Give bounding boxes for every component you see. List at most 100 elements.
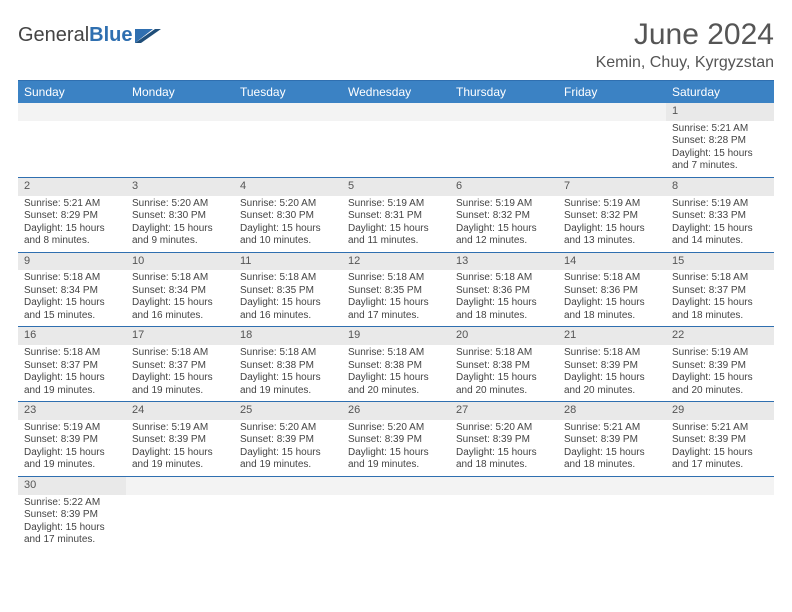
day-number-cell: 27 — [450, 402, 558, 420]
daylight-line-2: and 17 minutes. — [24, 534, 120, 547]
daylight-line-1: Daylight: 15 hours — [132, 223, 228, 236]
daylight-line-1: Daylight: 15 hours — [24, 297, 120, 310]
sunset-line: Sunset: 8:39 PM — [24, 434, 120, 447]
brand-flag-icon — [135, 27, 161, 45]
day-detail-cell: Sunrise: 5:20 AMSunset: 8:30 PMDaylight:… — [126, 196, 234, 253]
day-number-cell: 29 — [666, 402, 774, 420]
sunset-line: Sunset: 8:36 PM — [456, 285, 552, 298]
daylight-line-2: and 19 minutes. — [24, 459, 120, 472]
day-number-cell: 1 — [666, 103, 774, 121]
daylight-line-2: and 19 minutes. — [132, 459, 228, 472]
daylight-line-1: Daylight: 15 hours — [348, 297, 444, 310]
daylight-line-1: Daylight: 15 hours — [24, 372, 120, 385]
daylight-line-2: and 20 minutes. — [672, 385, 768, 398]
sunrise-line: Sunrise: 5:18 AM — [564, 347, 660, 360]
daylight-line-1: Daylight: 15 hours — [564, 297, 660, 310]
daylight-line-1: Daylight: 15 hours — [24, 223, 120, 236]
location-text: Kemin, Chuy, Kyrgyzstan — [596, 54, 774, 72]
sunset-line: Sunset: 8:31 PM — [348, 210, 444, 223]
daylight-line-1: Daylight: 15 hours — [456, 223, 552, 236]
day-number-cell: 15 — [666, 252, 774, 270]
day-detail-cell: Sunrise: 5:21 AMSunset: 8:29 PMDaylight:… — [18, 196, 126, 253]
sunrise-line: Sunrise: 5:19 AM — [132, 422, 228, 435]
day-number-cell: 25 — [234, 402, 342, 420]
sunrise-line: Sunrise: 5:20 AM — [348, 422, 444, 435]
sunrise-line: Sunrise: 5:19 AM — [456, 198, 552, 211]
day-number-cell: 8 — [666, 177, 774, 195]
day-detail-cell: Sunrise: 5:19 AMSunset: 8:39 PMDaylight:… — [126, 420, 234, 477]
detail-row: Sunrise: 5:19 AMSunset: 8:39 PMDaylight:… — [18, 420, 774, 477]
day-number-cell: 19 — [342, 327, 450, 345]
sunrise-line: Sunrise: 5:18 AM — [132, 272, 228, 285]
daylight-line-1: Daylight: 15 hours — [240, 447, 336, 460]
daylight-line-2: and 14 minutes. — [672, 235, 768, 248]
sunset-line: Sunset: 8:37 PM — [132, 360, 228, 373]
sunrise-line: Sunrise: 5:18 AM — [456, 272, 552, 285]
daylight-line-1: Daylight: 15 hours — [564, 223, 660, 236]
sunrise-line: Sunrise: 5:21 AM — [672, 123, 768, 136]
daylight-line-1: Daylight: 15 hours — [672, 447, 768, 460]
sunrise-line: Sunrise: 5:21 AM — [24, 198, 120, 211]
day-detail-cell — [234, 495, 342, 551]
day-number-cell: 13 — [450, 252, 558, 270]
day-number-cell: 26 — [342, 402, 450, 420]
day-detail-cell — [234, 121, 342, 178]
daylight-line-2: and 17 minutes. — [672, 459, 768, 472]
daylight-line-1: Daylight: 15 hours — [240, 223, 336, 236]
day-detail-cell: Sunrise: 5:20 AMSunset: 8:39 PMDaylight:… — [342, 420, 450, 477]
sunset-line: Sunset: 8:35 PM — [240, 285, 336, 298]
sunrise-line: Sunrise: 5:19 AM — [24, 422, 120, 435]
day-number-cell — [666, 476, 774, 494]
day-detail-cell: Sunrise: 5:18 AMSunset: 8:39 PMDaylight:… — [558, 345, 666, 402]
day-number-cell: 17 — [126, 327, 234, 345]
day-detail-cell: Sunrise: 5:19 AMSunset: 8:39 PMDaylight:… — [18, 420, 126, 477]
day-number-cell — [558, 476, 666, 494]
day-number-cell: 2 — [18, 177, 126, 195]
sunrise-line: Sunrise: 5:18 AM — [564, 272, 660, 285]
daylight-line-2: and 18 minutes. — [564, 310, 660, 323]
day-detail-cell: Sunrise: 5:18 AMSunset: 8:36 PMDaylight:… — [450, 270, 558, 327]
daylight-line-1: Daylight: 15 hours — [132, 297, 228, 310]
sunrise-line: Sunrise: 5:20 AM — [240, 422, 336, 435]
col-tuesday: Tuesday — [234, 81, 342, 103]
sunset-line: Sunset: 8:33 PM — [672, 210, 768, 223]
day-detail-cell — [342, 495, 450, 551]
daylight-line-2: and 17 minutes. — [348, 310, 444, 323]
sunset-line: Sunset: 8:34 PM — [24, 285, 120, 298]
col-wednesday: Wednesday — [342, 81, 450, 103]
sunrise-line: Sunrise: 5:18 AM — [456, 347, 552, 360]
sunrise-line: Sunrise: 5:18 AM — [24, 272, 120, 285]
daynum-row: 16171819202122 — [18, 327, 774, 345]
sunset-line: Sunset: 8:39 PM — [672, 360, 768, 373]
sunset-line: Sunset: 8:38 PM — [456, 360, 552, 373]
daylight-line-1: Daylight: 15 hours — [456, 297, 552, 310]
col-monday: Monday — [126, 81, 234, 103]
day-detail-cell: Sunrise: 5:21 AMSunset: 8:39 PMDaylight:… — [666, 420, 774, 477]
day-detail-cell: Sunrise: 5:19 AMSunset: 8:32 PMDaylight:… — [450, 196, 558, 253]
day-detail-cell: Sunrise: 5:19 AMSunset: 8:39 PMDaylight:… — [666, 345, 774, 402]
sunrise-line: Sunrise: 5:18 AM — [240, 347, 336, 360]
calendar-wrap: Sunday Monday Tuesday Wednesday Thursday… — [18, 80, 774, 551]
daynum-row: 2345678 — [18, 177, 774, 195]
day-detail-cell — [450, 495, 558, 551]
daylight-line-2: and 19 minutes. — [132, 385, 228, 398]
day-number-cell: 16 — [18, 327, 126, 345]
sunset-line: Sunset: 8:30 PM — [240, 210, 336, 223]
day-number-cell: 20 — [450, 327, 558, 345]
sunset-line: Sunset: 8:39 PM — [132, 434, 228, 447]
weekday-header-row: Sunday Monday Tuesday Wednesday Thursday… — [18, 81, 774, 103]
sunrise-line: Sunrise: 5:18 AM — [348, 347, 444, 360]
sunset-line: Sunset: 8:32 PM — [564, 210, 660, 223]
daylight-line-1: Daylight: 15 hours — [672, 148, 768, 161]
sunset-line: Sunset: 8:37 PM — [672, 285, 768, 298]
brand-part2: Blue — [89, 24, 132, 47]
header: GeneralBlue June 2024 Kemin, Chuy, Kyrgy… — [18, 18, 774, 72]
brand-part1: General — [18, 24, 89, 47]
sunrise-line: Sunrise: 5:20 AM — [456, 422, 552, 435]
daylight-line-2: and 15 minutes. — [24, 310, 120, 323]
daylight-line-2: and 18 minutes. — [672, 310, 768, 323]
detail-row: Sunrise: 5:22 AMSunset: 8:39 PMDaylight:… — [18, 495, 774, 551]
day-detail-cell — [450, 121, 558, 178]
day-detail-cell: Sunrise: 5:18 AMSunset: 8:35 PMDaylight:… — [342, 270, 450, 327]
sunrise-line: Sunrise: 5:19 AM — [672, 347, 768, 360]
